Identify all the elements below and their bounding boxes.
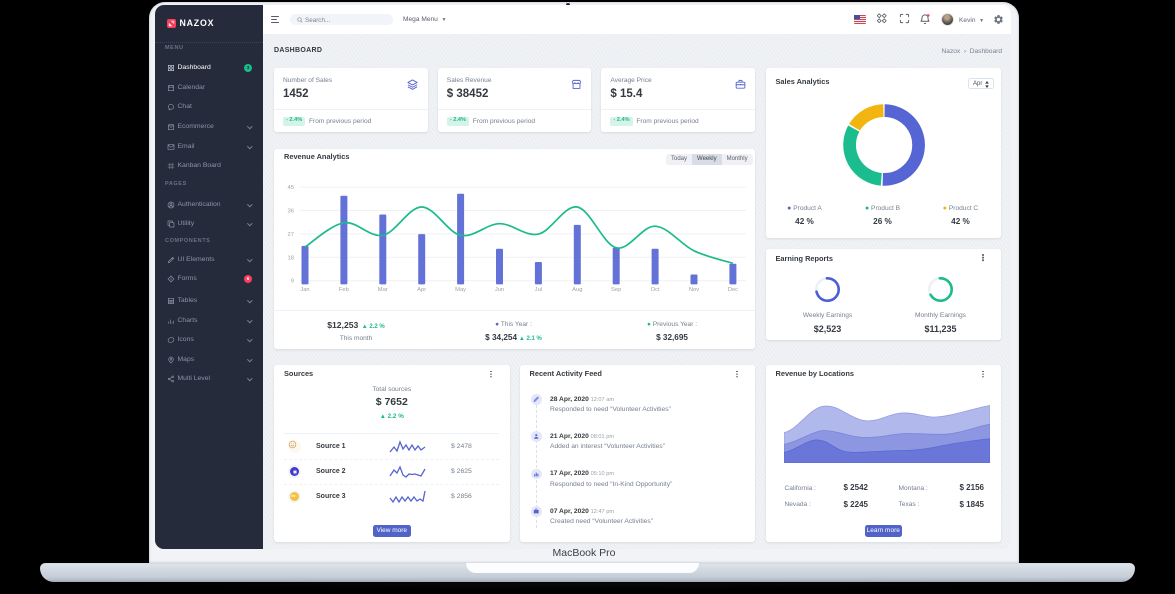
svg-text:45: 45 xyxy=(288,185,294,191)
svg-text:18: 18 xyxy=(288,255,294,261)
svg-text:9: 9 xyxy=(291,279,294,285)
svg-text:27: 27 xyxy=(288,232,294,238)
svg-text:36: 36 xyxy=(288,209,294,215)
